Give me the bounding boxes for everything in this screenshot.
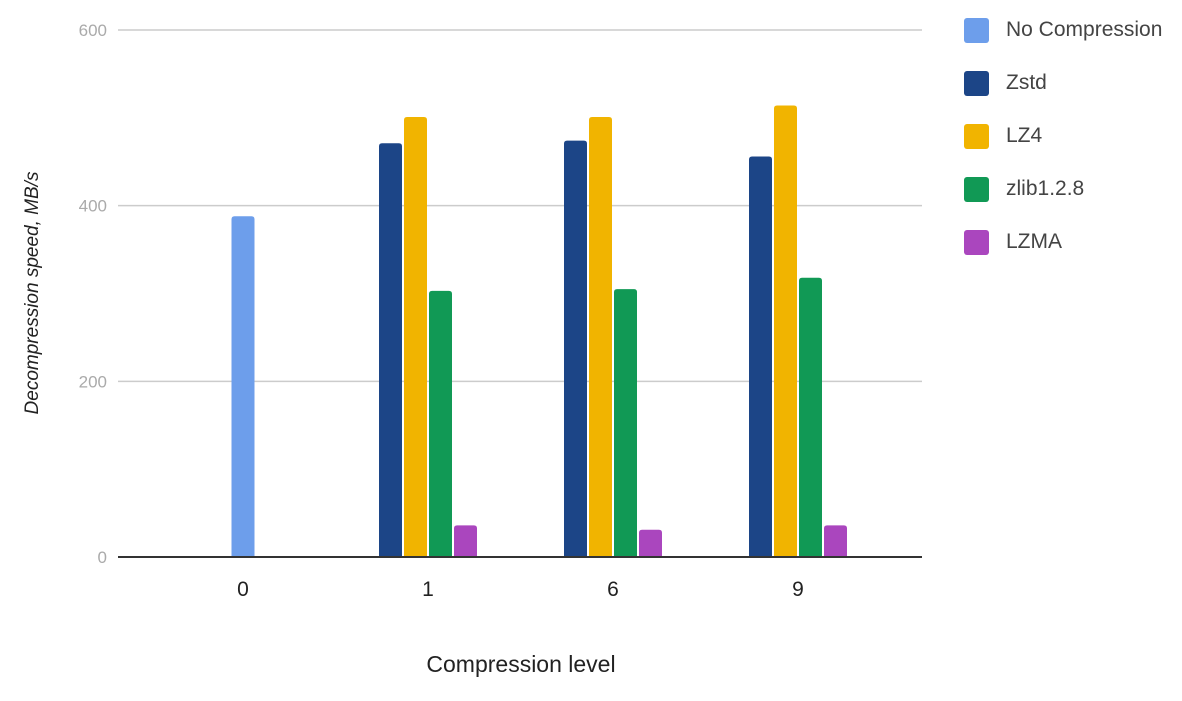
bar-zstd-level-6 <box>564 140 587 558</box>
legend-label: zlib1.2.8 <box>1006 177 1085 200</box>
bars <box>231 105 847 558</box>
bar-zlib1-2-8-level-6 <box>614 289 637 557</box>
x-tick-label: 9 <box>792 578 804 601</box>
bar-no-compression-level-0 <box>231 216 255 557</box>
x-tick-label: 6 <box>607 578 619 601</box>
bar-zstd-level-1 <box>379 143 402 557</box>
bar-lz4-level-6 <box>589 116 612 557</box>
legend-item-zlib: zlib1.2.8 <box>964 173 1162 205</box>
x-axis-ticks: 0 1 6 9 <box>237 578 804 601</box>
x-tick-label: 0 <box>237 578 249 601</box>
y-tick-label: 0 <box>98 548 107 567</box>
y-tick-label: 600 <box>79 21 107 40</box>
legend-item-lzma: LZMA <box>964 226 1162 258</box>
legend-swatch <box>964 229 989 255</box>
legend-label: LZMA <box>1006 230 1063 253</box>
bar-zlib1-2-8-level-9 <box>799 277 822 557</box>
legend: No Compression Zstd LZ4 zlib1.2.8 LZMA <box>964 14 1162 279</box>
x-axis-title: Compression level <box>426 651 615 677</box>
bar-lzma-level-9 <box>824 525 847 557</box>
legend-item-no-compression: No Compression <box>964 14 1162 46</box>
legend-item-zstd: Zstd <box>964 67 1162 99</box>
y-axis-title: Decompression speed, MB/s <box>22 171 43 414</box>
legend-label: LZ4 <box>1006 124 1043 147</box>
x-tick-label: 1 <box>422 578 434 601</box>
legend-swatch <box>964 123 989 149</box>
legend-swatch <box>964 176 989 202</box>
bar-lz4-level-9 <box>774 105 797 557</box>
legend-item-lz4: LZ4 <box>964 120 1162 152</box>
legend-label: No Compression <box>1006 18 1163 41</box>
y-axis-ticks: 0 200 400 600 <box>79 21 107 567</box>
y-tick-label: 200 <box>79 372 107 391</box>
bar-lzma-level-1 <box>454 525 477 557</box>
legend-label: Zstd <box>1006 71 1047 94</box>
bar-zlib1-2-8-level-1 <box>429 290 452 557</box>
bar-lzma-level-6 <box>639 529 662 557</box>
legend-swatch <box>964 70 989 96</box>
y-tick-label: 400 <box>79 197 107 216</box>
bar-zstd-level-9 <box>749 156 772 558</box>
bar-lz4-level-1 <box>404 116 427 557</box>
legend-swatch <box>964 17 989 43</box>
